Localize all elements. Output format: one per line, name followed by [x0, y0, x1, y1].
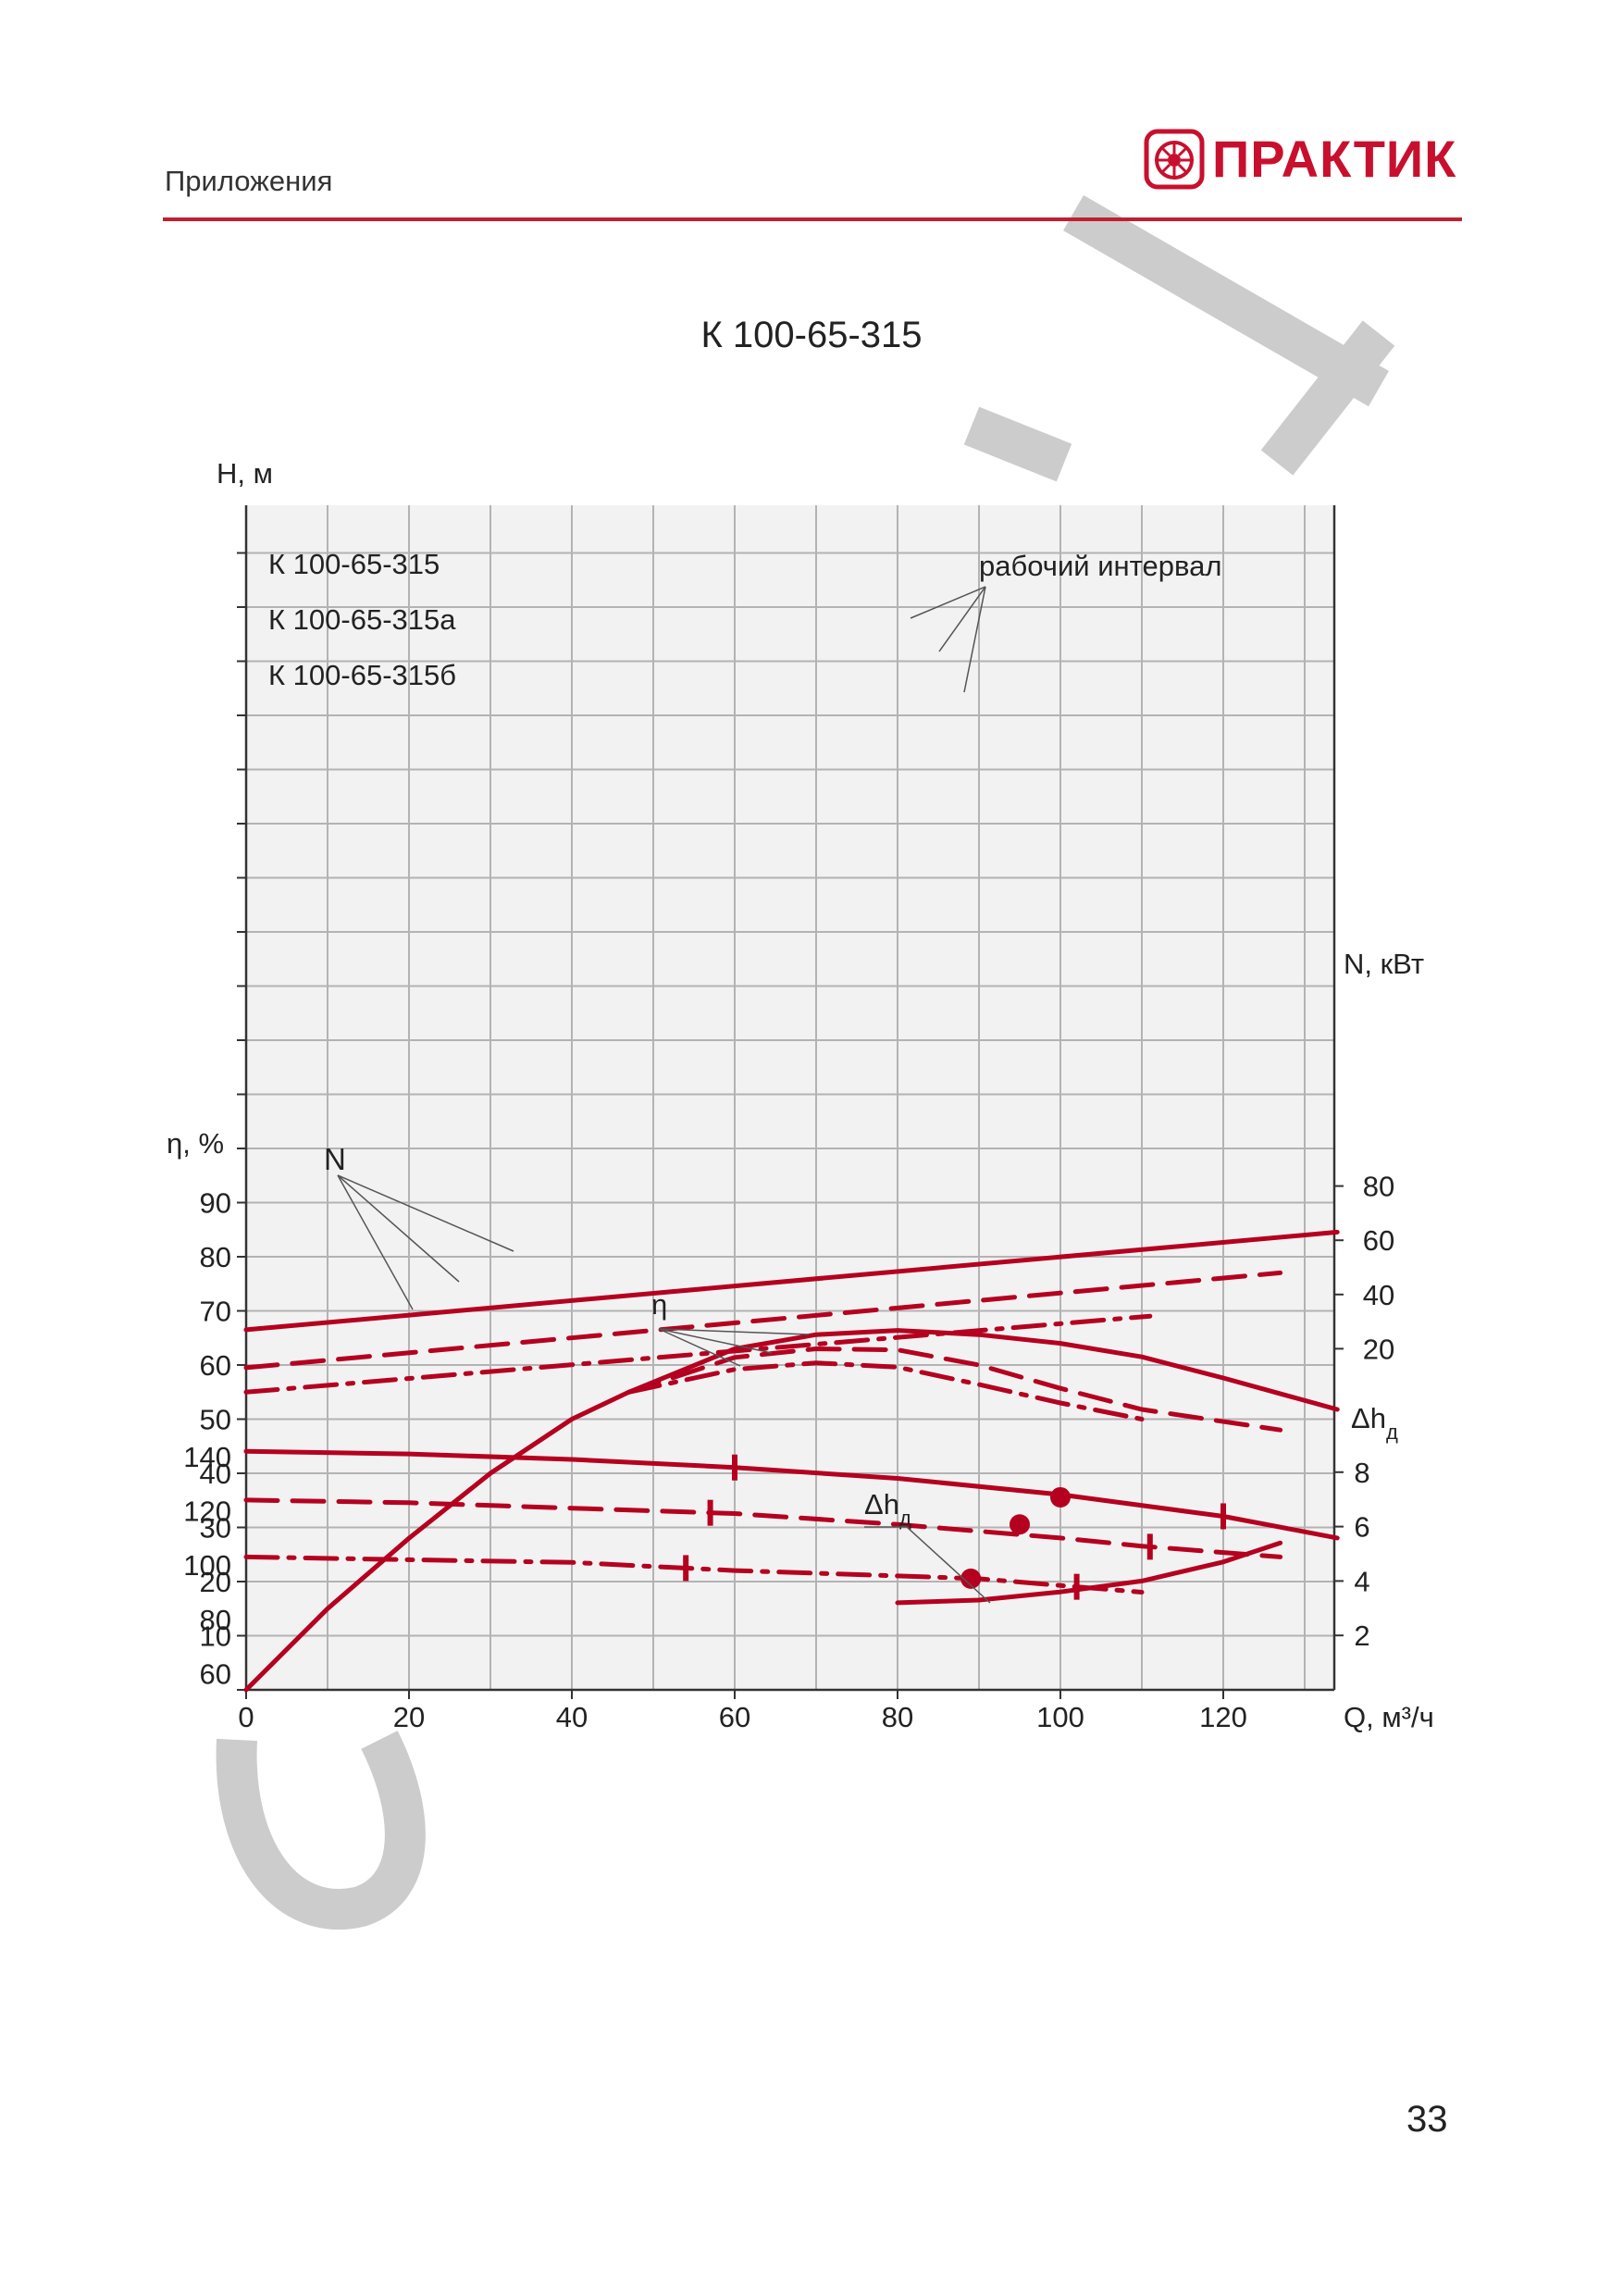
working-interval-label: рабочий интервал: [979, 550, 1221, 582]
chart-grid: [245, 505, 1334, 1691]
eta-tick-label: 90: [200, 1187, 231, 1220]
dh-axis-label: Δhд: [1351, 1402, 1398, 1444]
best-efficiency-point: [1050, 1486, 1071, 1508]
eta-curves-label: η: [651, 1288, 667, 1321]
H-tick-label: 100: [183, 1549, 231, 1582]
eta-tick-label: 70: [200, 1296, 231, 1328]
best-efficiency-point: [960, 1568, 982, 1589]
plot-background: [246, 505, 1334, 1690]
eta-tick-label: 20: [200, 1566, 231, 1598]
watermark-stroke: [1260, 320, 1395, 476]
N-tick-label: 40: [1363, 1279, 1394, 1311]
dh-tick-label: 4: [1354, 1565, 1369, 1597]
x-tick-label: 20: [393, 1701, 425, 1733]
eta-tick-label: 40: [200, 1458, 231, 1490]
H-tick-label: 80: [200, 1604, 231, 1636]
chart-curves: [243, 1229, 1340, 1693]
series-name-label: К 100-65-315б: [268, 659, 456, 691]
leader-line: [963, 586, 986, 693]
eta-tick-label: 80: [200, 1241, 231, 1273]
section-title: Приложения: [165, 165, 333, 197]
N-tick-label: 60: [1363, 1224, 1394, 1257]
eta-tick-label: 60: [200, 1349, 231, 1382]
eta-tick-label: 50: [200, 1404, 231, 1436]
eta-tick-label: 10: [200, 1620, 231, 1653]
eta-tick-label: 30: [200, 1512, 231, 1545]
N-tick-label: 20: [1363, 1333, 1394, 1365]
curve-H-dash: [243, 1497, 1283, 1559]
brand-logo: ПРАКТИК: [1142, 128, 1462, 192]
curve-N-dashdot: [243, 1313, 1153, 1395]
dh-tick-label: 2: [1354, 1620, 1369, 1652]
curve-dh-solid: [895, 1540, 1283, 1606]
logo-text: ПРАКТИК: [1212, 130, 1457, 188]
watermark-stroke: [963, 406, 1072, 482]
leader-line: [658, 1328, 810, 1335]
subscript: д: [1386, 1421, 1398, 1444]
watermark-stroke: [1063, 194, 1389, 407]
series-name-label: К 100-65-315а: [268, 603, 456, 636]
chart-title: К 100-65-315: [700, 315, 923, 355]
leader-line: [910, 586, 986, 619]
x-tick-label: 120: [1199, 1701, 1247, 1733]
subscript: д: [899, 1507, 911, 1530]
H-tick-label: 120: [183, 1496, 231, 1528]
curve-N-solid: [243, 1229, 1340, 1333]
x-tick-label: 60: [719, 1701, 750, 1733]
best-efficiency-point: [1010, 1514, 1030, 1535]
series-name-label: К 100-65-315: [268, 548, 440, 580]
eta-axis-label: η, %: [167, 1127, 224, 1160]
x-tick-label: 0: [238, 1701, 254, 1733]
watermark-stroke: [216, 1731, 426, 1930]
H-tick-label: 60: [200, 1657, 231, 1690]
leader-line: [337, 1174, 460, 1283]
N-curves-label: N: [324, 1142, 346, 1176]
logo-emblem-icon: [1144, 129, 1205, 190]
leader-line: [906, 1526, 991, 1604]
curve-eta-dash: [626, 1347, 1283, 1433]
curve-eta-dashdot: [626, 1360, 1145, 1421]
chart-axes: [237, 505, 1344, 1699]
x-tick-label: 100: [1036, 1701, 1084, 1733]
chart-labels: 0 20 40 60 80 100 120 Q, м³/ч 60 80 100 120 140 H, м 1…: [167, 457, 1434, 1733]
pump-performance-chart: 0 20 40 60 80 100 120 Q, м³/ч 60 80 100 120 140 H, м 1…: [167, 457, 1434, 1733]
curve-N-dash: [243, 1270, 1283, 1371]
page-number: 33: [1406, 2099, 1448, 2140]
x-tick-label: 80: [882, 1701, 913, 1733]
leader-line: [337, 1174, 414, 1310]
N-axis-label: N, кВт: [1344, 948, 1424, 980]
dh-tick-label: 6: [1354, 1511, 1369, 1544]
curve-H-solid: [243, 1448, 1340, 1541]
H-axis-label: H, м: [217, 457, 273, 490]
leader-line: [658, 1328, 773, 1354]
N-tick-label: 80: [1363, 1171, 1394, 1203]
x-axis-label: Q, м³/ч: [1344, 1701, 1434, 1733]
header-divider: [163, 217, 1462, 221]
curve-eta-solid: [243, 1328, 1340, 1693]
x-tick-label: 40: [556, 1701, 588, 1733]
leader-line: [658, 1328, 741, 1367]
dh-tick-label: 8: [1354, 1457, 1369, 1489]
H-tick-label: 140: [183, 1441, 231, 1473]
leader-line: [337, 1174, 514, 1252]
leader-line: [938, 586, 986, 652]
